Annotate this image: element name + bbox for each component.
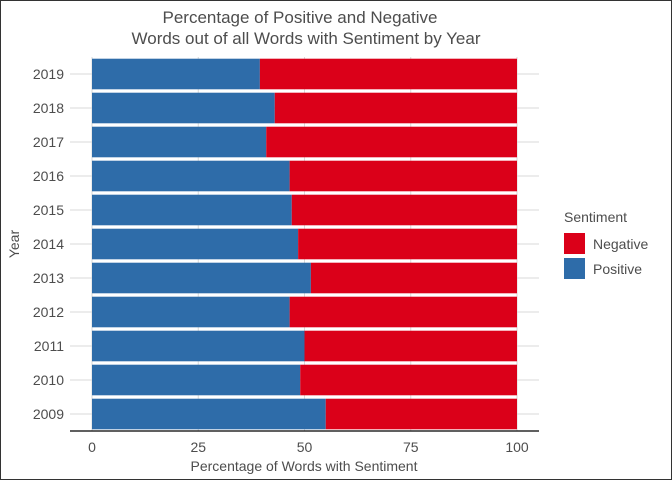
bar-positive-2009	[92, 398, 326, 430]
bar-negative-2009	[325, 398, 517, 430]
y-tick-label: 2015	[33, 202, 64, 218]
x-tick-label: 25	[190, 439, 206, 455]
chart-title-line-1: Percentage of Positive and Negative	[162, 8, 437, 27]
bar-negative-2013	[310, 262, 517, 294]
legend-label-negative: Negative	[593, 236, 648, 252]
y-tick-label: 2013	[33, 270, 64, 286]
bar-positive-2017	[92, 126, 267, 158]
bar-negative-2012	[289, 296, 517, 328]
bar-negative-2017	[266, 126, 517, 158]
x-tick-label: 0	[88, 439, 96, 455]
bar-negative-2016	[289, 160, 517, 192]
bar-positive-2015	[92, 194, 292, 226]
legend: Sentiment Negative Positive	[564, 209, 648, 279]
bar-negative-2010	[300, 364, 517, 396]
legend-label-positive: Positive	[593, 261, 642, 277]
x-tick-label: 75	[403, 439, 419, 455]
x-tick-label: 100	[505, 439, 529, 455]
bar-negative-2015	[291, 194, 517, 226]
bars-group	[92, 58, 517, 430]
y-tick-label: 2018	[33, 100, 64, 116]
bar-negative-2011	[304, 330, 517, 362]
bar-positive-2019	[92, 58, 260, 90]
x-tick-label: 50	[297, 439, 313, 455]
bar-negative-2018	[274, 92, 517, 124]
bar-negative-2014	[298, 228, 517, 260]
bar-positive-2016	[92, 160, 290, 192]
bar-positive-2018	[92, 92, 275, 124]
bar-positive-2013	[92, 262, 311, 294]
chart-title-line-2: Words out of all Words with Sentiment by…	[132, 29, 481, 48]
y-tick-label: 2017	[33, 134, 64, 150]
y-tick-label: 2009	[33, 406, 64, 422]
y-tick-label: 2011	[34, 338, 64, 354]
y-axis-label: Year	[6, 230, 22, 259]
y-tick-label: 2014	[33, 236, 64, 252]
y-tick-label: 2010	[33, 372, 64, 388]
bar-positive-2012	[92, 296, 290, 328]
legend-swatch-negative	[564, 233, 585, 254]
legend-title: Sentiment	[564, 209, 627, 225]
y-tick-labels: 2009 2010 2011 2012 2013 2014 2015 2016 2017 2018…	[33, 66, 64, 422]
bar-positive-2010	[92, 364, 301, 396]
x-tick-labels: 0 25 50 75 100	[88, 439, 529, 455]
bar-negative-2019	[259, 58, 517, 90]
y-tick-label: 2012	[33, 304, 64, 320]
bar-positive-2011	[92, 330, 305, 362]
x-axis-label: Percentage of Words with Sentiment	[191, 458, 418, 474]
bar-positive-2014	[92, 228, 299, 260]
legend-swatch-positive	[564, 258, 585, 279]
y-tick-label: 2019	[33, 66, 64, 82]
y-tick-label: 2016	[33, 168, 64, 184]
